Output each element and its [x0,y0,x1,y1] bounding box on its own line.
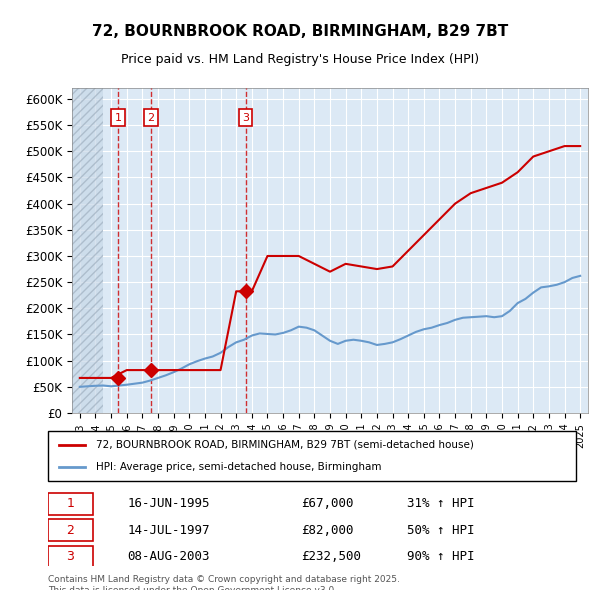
Text: 90% ↑ HPI: 90% ↑ HPI [407,550,475,563]
Text: HPI: Average price, semi-detached house, Birmingham: HPI: Average price, semi-detached house,… [95,462,381,472]
Text: 50% ↑ HPI: 50% ↑ HPI [407,524,475,537]
Text: 16-JUN-1995: 16-JUN-1995 [127,497,210,510]
Text: 2: 2 [147,113,154,123]
Text: £67,000: £67,000 [301,497,354,510]
Text: £232,500: £232,500 [301,550,361,563]
Text: £82,000: £82,000 [301,524,354,537]
Text: Price paid vs. HM Land Registry's House Price Index (HPI): Price paid vs. HM Land Registry's House … [121,53,479,66]
Text: 1: 1 [66,497,74,510]
FancyBboxPatch shape [48,493,93,514]
Text: 3: 3 [242,113,249,123]
FancyBboxPatch shape [48,546,93,567]
Text: 1: 1 [115,113,122,123]
FancyBboxPatch shape [48,431,576,481]
Text: 72, BOURNBROOK ROAD, BIRMINGHAM, B29 7BT (semi-detached house): 72, BOURNBROOK ROAD, BIRMINGHAM, B29 7BT… [95,440,473,450]
FancyBboxPatch shape [48,519,93,541]
Text: 72, BOURNBROOK ROAD, BIRMINGHAM, B29 7BT: 72, BOURNBROOK ROAD, BIRMINGHAM, B29 7BT [92,24,508,38]
Text: 3: 3 [66,550,74,563]
Text: 14-JUL-1997: 14-JUL-1997 [127,524,210,537]
Text: 08-AUG-2003: 08-AUG-2003 [127,550,210,563]
Text: Contains HM Land Registry data © Crown copyright and database right 2025.
This d: Contains HM Land Registry data © Crown c… [48,575,400,590]
Bar [72,88,103,413]
Text: 2: 2 [66,524,74,537]
Text: 31% ↑ HPI: 31% ↑ HPI [407,497,475,510]
